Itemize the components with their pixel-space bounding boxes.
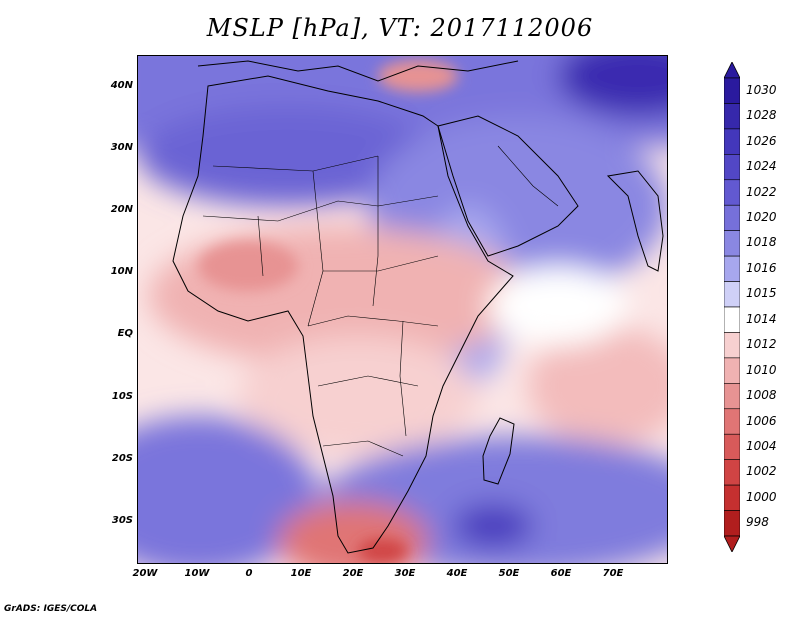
- colorbar-segment: [724, 357, 740, 384]
- lat-label-20s: 20S: [111, 453, 133, 464]
- africa-coastline: [172, 75, 514, 554]
- lon-label-10w: 10W: [184, 568, 210, 579]
- country-borders: [202, 145, 559, 457]
- colorbar-label: 1024: [746, 159, 777, 174]
- lat-label-10n: 10N: [110, 266, 133, 277]
- border-line: [497, 145, 559, 207]
- colorbar-segment: [724, 230, 740, 257]
- lon-label-70e: 70E: [602, 568, 624, 579]
- north-africa-high: [138, 106, 438, 206]
- colorbar-label: 1015: [746, 286, 777, 301]
- colorbar-label: 1012: [746, 337, 777, 352]
- southern-tip-core: [358, 539, 408, 563]
- pressure-field: [138, 56, 667, 563]
- india-outline: [606, 170, 664, 272]
- colorbar-label: 1000: [746, 489, 777, 504]
- lat-label-10s: 10S: [111, 391, 133, 402]
- border-line: [307, 315, 439, 327]
- lon-label-40e: 40E: [446, 568, 468, 579]
- colorbar-segment: [724, 383, 740, 410]
- colorbar-label: 1014: [746, 311, 777, 326]
- colorbar-segment: [724, 408, 740, 435]
- lon-label-10e: 10E: [290, 568, 312, 579]
- colorbar: [724, 62, 740, 552]
- lon-label-20w: 20W: [132, 568, 158, 579]
- lat-label-eq: EQ: [117, 328, 133, 339]
- central-africa-low: [238, 336, 478, 456]
- colorbar-label: 1010: [746, 362, 777, 377]
- footer-credit: GrADS: IGES/COLA: [4, 604, 98, 614]
- lon-label-20e: 20E: [342, 568, 364, 579]
- colorbar-segment: [724, 179, 740, 206]
- colorbar-label: 1018: [746, 235, 777, 250]
- colorbar-segment: [724, 204, 740, 231]
- colorbar-segment: [724, 77, 740, 104]
- colorbar-segment: [724, 306, 740, 333]
- colorbar-segment: [724, 103, 740, 130]
- border-line: [257, 215, 264, 277]
- border-line: [202, 195, 439, 222]
- asia-high: [558, 56, 667, 116]
- colorbar-segment: [724, 332, 740, 359]
- colorbar-label: 1016: [746, 260, 777, 275]
- lon-label-50e: 50E: [498, 568, 520, 579]
- colorbar-label: 1004: [746, 438, 777, 453]
- indian-ocean-low: [528, 326, 667, 446]
- border-line: [323, 255, 439, 272]
- south-atlantic-high: [138, 416, 318, 563]
- coastlines: [172, 60, 664, 554]
- colorbar-label: 1030: [746, 82, 777, 97]
- colorbar-segment: [724, 484, 740, 511]
- colorbar-top-arrow: [724, 62, 740, 79]
- colorbar-segment: [724, 255, 740, 282]
- lon-label-30e: 30E: [394, 568, 416, 579]
- colorbar-segment: [724, 459, 740, 486]
- lat-label-30s: 30S: [111, 515, 133, 526]
- border-line: [322, 440, 404, 457]
- colorbar-label: 1002: [746, 464, 777, 479]
- border-line: [399, 320, 407, 437]
- pressure-detail: [198, 60, 458, 563]
- colorbar-bottom-arrow: [724, 535, 740, 552]
- colorbar-label: 1020: [746, 209, 777, 224]
- map-canvas: [138, 56, 667, 563]
- colorbar-segment: [724, 154, 740, 181]
- colorbar-segment: [724, 281, 740, 308]
- mslp-map: [137, 55, 668, 564]
- colorbar-segment: [724, 128, 740, 155]
- lat-label-20n: 20N: [110, 204, 133, 215]
- border-line: [372, 156, 379, 307]
- colorbar-label: 1026: [746, 133, 777, 148]
- colorbar-label: 1022: [746, 184, 777, 199]
- lon-label-60e: 60E: [550, 568, 572, 579]
- colorbar-label: 1008: [746, 388, 777, 403]
- arabian-sea-band: [488, 266, 628, 346]
- lat-label-40n: 40N: [110, 80, 133, 91]
- colorbar-segment: [724, 433, 740, 460]
- colorbar-label: 998: [746, 515, 769, 530]
- arabian-peninsula: [437, 115, 579, 257]
- lat-label-30n: 30N: [110, 142, 133, 153]
- madagascar: [482, 417, 515, 485]
- colorbar-label: 1006: [746, 413, 777, 428]
- europe-coast: [197, 60, 519, 82]
- mascarene-high-core: [453, 504, 533, 548]
- west-africa-low: [198, 241, 298, 291]
- colorbar-segment: [724, 510, 740, 537]
- colorbar-label: 1028: [746, 108, 777, 123]
- lon-label-0: 0: [245, 568, 253, 579]
- chart-title: MSLP [hPa], VT: 2017112006: [206, 14, 594, 42]
- border-line: [317, 375, 419, 387]
